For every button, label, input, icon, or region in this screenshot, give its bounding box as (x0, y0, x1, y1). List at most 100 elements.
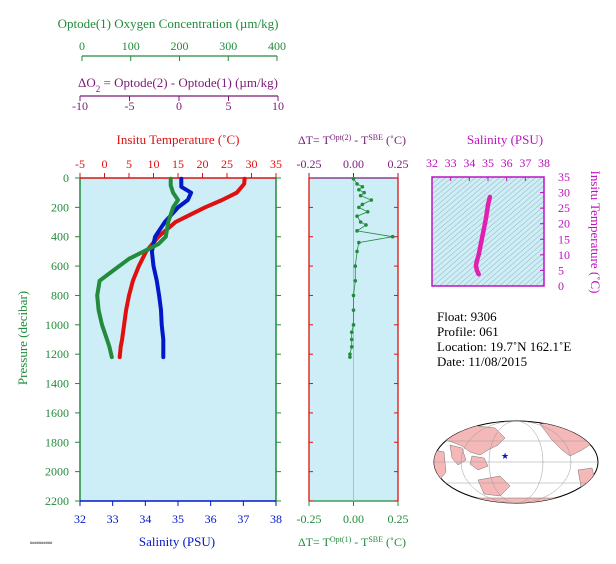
ts-point (480, 234, 484, 238)
map-se-asia (469, 455, 489, 471)
dt-point (349, 345, 354, 349)
pressure-axis-title: Pressure (decibar) (15, 291, 30, 385)
dt-bottom-title: ΔT= TOpt(1) - TSBE (˚C) (298, 535, 406, 550)
dt-point (348, 352, 352, 356)
ts-density-contour (432, 177, 525, 257)
ts-salinity-tick-label: 33 (445, 156, 457, 170)
dt-point (351, 176, 356, 181)
ts-point (479, 244, 483, 248)
dt-point (351, 323, 356, 327)
temperature-profile-point (173, 220, 178, 224)
oxygen-tick-label: 300 (219, 39, 237, 53)
ts-point (474, 264, 478, 268)
temperature-profile-point (188, 213, 192, 217)
temperature-profile-point (118, 355, 122, 359)
salinity-profile-point (179, 185, 183, 189)
ts-salinity-tick-label: 36 (501, 156, 513, 170)
ts-title: Salinity (PSU) (467, 132, 543, 147)
dt-point (358, 220, 363, 224)
oxygen-profile-point (164, 235, 168, 239)
ts-density-contour (432, 177, 501, 236)
pressure-tick-label: 1000 (45, 318, 69, 332)
oxygen-profile-point (110, 355, 114, 359)
dt-point (365, 209, 370, 214)
oxygen-tick-label: 100 (122, 39, 140, 53)
ts-density-contour (432, 177, 453, 195)
oxygen-tick-label: 400 (268, 39, 286, 53)
dt-point (357, 240, 361, 245)
temperature-axis-title: Insitu Temperature (˚C) (116, 132, 239, 147)
ts-temperature-tick-label: 15 (558, 232, 570, 246)
ts-point (484, 215, 488, 219)
oxygen-profile-point (107, 271, 111, 276)
temperature-profile-point (243, 177, 247, 181)
dt-bottom-title-sup1: Opt(1) (330, 535, 352, 544)
pressure-tick-label: 2200 (45, 494, 69, 508)
temperature-tick-label: 5 (126, 157, 132, 171)
map-south-asia (449, 444, 467, 466)
ts-temperature-tick-label: 5 (558, 263, 564, 277)
float-id: Float: 9306 (437, 309, 497, 324)
ts-point (475, 259, 479, 263)
dt-point (348, 355, 352, 359)
ts-density-contour (432, 177, 507, 241)
ts-temperature-tick-label: 0 (558, 279, 564, 293)
salinity-profile-point (161, 337, 165, 342)
delta-o2-title-sub: 2 (96, 84, 101, 94)
salinity-profile-point (159, 308, 163, 312)
oxygen-profile-point (100, 323, 104, 327)
ts-salinity-tick-label: 34 (463, 156, 475, 170)
map-graticule (434, 421, 598, 503)
ts-density-contour (432, 177, 459, 200)
temperature-tick-label: 10 (148, 157, 160, 171)
salinity-profile-point (155, 279, 159, 283)
oxygen-axis-ticks: 0 100 200 300 400 (79, 39, 286, 61)
salinity-profile-point (179, 177, 183, 181)
ts-density-contour (432, 177, 483, 220)
main-plot-area (80, 178, 276, 501)
ts-density-contour (432, 177, 477, 215)
map-south-america (577, 467, 597, 501)
pressure-tick-label: 1400 (45, 377, 69, 391)
ts-density-contour (432, 177, 543, 272)
ts-density-contour (432, 177, 489, 226)
dt-point (349, 330, 354, 334)
temperature-tick-label: 25 (221, 157, 233, 171)
oxygen-profile-point (169, 213, 173, 217)
temperature-profile-point (235, 191, 239, 195)
oxygen-profile-point (127, 257, 131, 261)
salinity-profile-point (151, 264, 156, 268)
oxygen-profile-point (98, 279, 102, 283)
profile-date: Date: 11/08/2015 (437, 354, 528, 369)
ts-salinity-tick-label: 32 (426, 156, 438, 170)
oxygen-profile-point (166, 220, 170, 224)
ts-curve (473, 194, 493, 277)
salinity-profile-point (157, 293, 161, 298)
ts-point (475, 268, 479, 272)
ts-temperature-tick-label: 10 (558, 248, 570, 262)
ts-density-contour (432, 177, 537, 267)
dt-point (369, 198, 374, 202)
dt-bottom-tick-label: -0.25 (297, 512, 322, 526)
salinity-tick-label: 37 (237, 512, 249, 526)
dt-point (357, 205, 361, 210)
dt-bottom-title-a: ΔT= T (298, 535, 331, 549)
dt-point (362, 190, 366, 195)
oxygen-profile-point (169, 177, 173, 181)
oxygen-profile-point (171, 191, 175, 195)
salinity-tick-label: 36 (205, 512, 217, 526)
delta-o2-title-part1: ΔO (78, 75, 96, 90)
pressure-tick-label: 1800 (45, 435, 69, 449)
dt-top-tick-label: 0.00 (343, 157, 364, 171)
salinity-profile-point (153, 235, 157, 239)
dt-top-tick-label: 0.25 (388, 157, 409, 171)
delta-o2-tick-label: -10 (72, 99, 88, 113)
ts-point (488, 195, 492, 199)
dt-point (355, 182, 359, 186)
salinity-profile-point (161, 355, 165, 359)
dt-bottom-tick-label: 0.00 (343, 512, 364, 526)
dt-axis-ticks: -0.25 -0.25 0.00 0.00 0.25 0.25 (297, 157, 409, 526)
salinity-profile-point (160, 323, 164, 327)
